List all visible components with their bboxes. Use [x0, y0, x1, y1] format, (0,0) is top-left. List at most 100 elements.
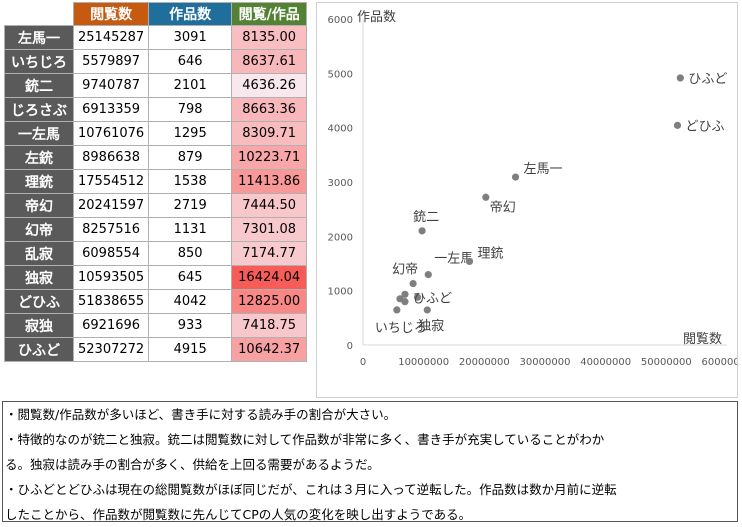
- x-tick-label: 60000000: [702, 357, 737, 368]
- table-row: 銃二 9740787 2101 4636.26: [4, 73, 308, 98]
- ratio-cell: 7444.50: [231, 193, 308, 218]
- y-tick-label: 5000: [328, 69, 353, 80]
- ratio-cell: 10223.71: [231, 145, 308, 170]
- y-tick-label: 3000: [328, 178, 353, 189]
- data-label: 帝幻: [490, 199, 516, 215]
- x-tick-label: 50000000: [641, 357, 692, 368]
- table-row: 帝幻 20241597 2719 7444.50: [4, 193, 308, 218]
- row-name: 幻帝: [4, 217, 74, 242]
- x-axis-title: 閲覧数: [683, 331, 722, 347]
- data-label: 一左馬: [434, 252, 473, 267]
- row-name: 乱寂: [4, 241, 74, 266]
- data-label: 理銃: [477, 246, 503, 261]
- works-cell: 850: [148, 241, 233, 266]
- views-cell: 10593505: [72, 265, 150, 290]
- row-name: 帝幻: [4, 193, 74, 218]
- data-point: [424, 271, 432, 279]
- ratio-cell: 11413.86: [231, 169, 308, 194]
- chart-svg: 0 1000 2000 3000 4000 5000 6000 0 10000000 200000…: [328, 10, 737, 368]
- note-line: ・特徴的なのが銃二と独寂。銃二は閲覧数に対して作品数が非常に多く、書き手が充実し…: [5, 432, 605, 447]
- ratio-cell: 8309.71: [231, 121, 308, 146]
- works-cell: 4915: [148, 337, 233, 362]
- views-cell: 52307272: [72, 337, 150, 362]
- works-cell: 2719: [148, 193, 233, 218]
- views-cell: 25145287: [72, 25, 150, 50]
- ratio-cell: 7301.08: [231, 217, 308, 242]
- views-cell: 6913359: [72, 97, 150, 122]
- views-cell: 17554512: [72, 169, 150, 194]
- data-label: ひふど: [688, 72, 727, 87]
- data-point: [393, 306, 401, 314]
- table-row: 左銃 8986638 879 10223.71: [4, 145, 308, 170]
- table-row: 左馬一 25145287 3091 8135.00: [4, 25, 308, 50]
- row-name: 銃二: [4, 73, 74, 98]
- views-cell: 20241597: [72, 193, 150, 218]
- row-name: 寂独: [4, 313, 74, 338]
- works-cell: 933: [148, 313, 233, 338]
- views-cell: 8257516: [72, 217, 150, 242]
- row-name: いちじろ: [4, 49, 74, 74]
- works-cell: 4042: [148, 289, 233, 314]
- table-row: 幻帝 8257516 1131 7301.08: [4, 217, 308, 242]
- y-tick-label: 1000: [328, 287, 353, 298]
- table-row: 寂独 6921696 933 7418.75: [4, 313, 308, 338]
- data-table: 閲覧数 作品数 閲覧/作品 左馬一 25145287 3091 8135.00 いちじろ…: [4, 2, 308, 362]
- notes-box: ・閲覧数/作品数が多いほど、書き手に対する読み手の割合が大さい。 ・特徴的なのが…: [2, 401, 738, 522]
- views-cell: 9740787: [72, 73, 150, 98]
- data-point: [418, 227, 426, 235]
- row-name: 左銃: [4, 145, 74, 170]
- views-cell: 8986638: [72, 145, 150, 170]
- x-tick-label: 30000000: [520, 357, 571, 368]
- works-cell: 646: [148, 49, 233, 74]
- note-line: ・閲覧数/作品数が多いほど、書き手に対する読み手の割合が大さい。: [5, 407, 397, 422]
- note-line: ・ひふどとどひふは現在の総閲覧数がほぼ同じだが、これは３月に入って逆転した。作品…: [5, 482, 617, 497]
- row-name: 左馬一: [4, 25, 74, 50]
- views-cell: 10761076: [72, 121, 150, 146]
- ratio-cell: 4636.26: [231, 73, 308, 98]
- works-cell: 1295: [148, 121, 233, 146]
- x-tick-label: 10000000: [398, 357, 449, 368]
- data-label: どひふ: [685, 119, 724, 134]
- table-row: 一左馬 10761076 1295 8309.71: [4, 121, 308, 146]
- x-tick-label: 40000000: [580, 357, 631, 368]
- data-label: ひふど: [413, 291, 452, 306]
- works-cell: 2101: [148, 73, 233, 98]
- data-point: [676, 74, 684, 82]
- table-row: じろさぶ 6913359 798 8663.36: [4, 97, 308, 122]
- table-row: 理銃 17554512 1538 11413.86: [4, 169, 308, 194]
- y-tick-label: 6000: [328, 15, 353, 26]
- ratio-cell: 7418.75: [231, 313, 308, 338]
- table-row: どひふ 51838655 4042 12825.00: [4, 289, 308, 314]
- works-cell: 1131: [148, 217, 233, 242]
- y-tick-label: 4000: [328, 124, 353, 135]
- views-cell: 5579897: [72, 49, 150, 74]
- x-tick-label: 0: [360, 357, 366, 368]
- works-cell: 879: [148, 145, 233, 170]
- row-name: じろさぶ: [4, 97, 74, 122]
- data-point: [396, 295, 404, 303]
- data-label: 独寂: [418, 318, 444, 334]
- views-cell: 51838655: [72, 289, 150, 314]
- data-point: [673, 121, 682, 129]
- header-works: 作品数: [148, 2, 233, 26]
- row-name: ひふど: [4, 337, 74, 362]
- data-point: [482, 193, 490, 201]
- data-label: 銃二: [413, 210, 439, 225]
- ratio-cell: 8135.00: [231, 25, 308, 50]
- data-point: [465, 257, 474, 266]
- x-tick-label: 20000000: [459, 357, 510, 368]
- ratio-cell: 10642.37: [231, 337, 308, 362]
- table-row: ひふど 52307272 4915 10642.37: [4, 337, 308, 362]
- header-views: 閲覧数: [72, 2, 150, 26]
- ratio-cell: 12825.00: [231, 289, 308, 314]
- table-row: 乱寂 6098554 850 7174.77: [4, 241, 308, 266]
- row-name: どひふ: [4, 289, 74, 314]
- works-cell: 3091: [148, 25, 233, 50]
- note-line: したことから、作品数が閲覧数に先んじてCPの人気の変化を映し出すようである。: [5, 507, 472, 522]
- works-cell: 798: [148, 97, 233, 122]
- works-cell: 645: [148, 265, 233, 290]
- views-cell: 6921696: [72, 313, 150, 338]
- table-row: いちじろ 5579897 646 8637.61: [4, 49, 308, 74]
- data-point: [423, 306, 431, 314]
- y-tick-label: 0: [347, 341, 353, 352]
